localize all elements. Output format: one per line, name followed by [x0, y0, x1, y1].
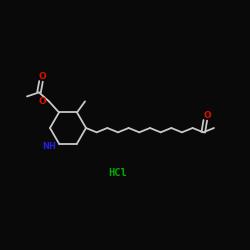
Text: O: O [38, 97, 46, 106]
Text: O: O [38, 72, 46, 81]
Text: HCl: HCl [108, 168, 128, 178]
Text: NH: NH [42, 142, 56, 151]
Text: O: O [204, 111, 211, 120]
